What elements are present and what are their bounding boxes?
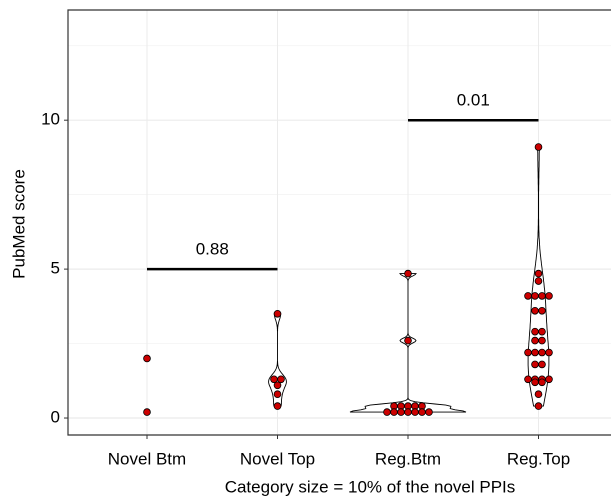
point — [524, 375, 532, 384]
x-tick-label: Novel Btm — [108, 449, 186, 468]
point — [531, 360, 539, 369]
point — [534, 402, 543, 410]
point — [534, 143, 543, 151]
point — [418, 408, 426, 416]
point — [531, 348, 539, 357]
point — [538, 327, 546, 336]
point — [538, 348, 546, 357]
point — [404, 336, 412, 345]
point — [545, 348, 553, 357]
point — [531, 336, 539, 345]
x-tick-label: Reg.Top — [507, 449, 570, 468]
point — [273, 309, 282, 318]
point — [273, 402, 282, 410]
point — [404, 408, 412, 416]
y-tick-label: 0 — [51, 408, 60, 427]
panel — [68, 10, 611, 435]
point — [538, 378, 546, 387]
y-tick-label: 10 — [41, 110, 60, 129]
point — [425, 408, 433, 416]
point — [545, 375, 553, 384]
point — [538, 307, 546, 315]
point — [383, 408, 391, 416]
point — [411, 408, 419, 416]
point — [273, 390, 282, 398]
point — [534, 390, 543, 398]
point — [404, 269, 412, 278]
point — [273, 381, 282, 390]
point — [524, 292, 532, 300]
point — [277, 375, 285, 384]
point — [531, 378, 539, 387]
point — [390, 408, 398, 416]
point — [143, 354, 151, 363]
panel-border — [67, 9, 611, 436]
y-tick-label: 5 — [51, 259, 60, 278]
y-axis-label: PubMed score — [9, 169, 28, 279]
significance-label: 0.01 — [457, 91, 490, 110]
point — [524, 348, 532, 357]
point — [397, 408, 405, 416]
significance-label: 0.88 — [196, 240, 229, 259]
point — [545, 292, 553, 300]
x-axis-label: Category size = 10% of the novel PPIs — [225, 477, 516, 496]
point — [534, 277, 543, 285]
point — [534, 269, 543, 278]
point — [538, 360, 546, 369]
point — [531, 307, 539, 315]
x-tick-label: Novel Top — [240, 449, 315, 468]
point — [143, 408, 151, 416]
x-tick-label: Reg.Btm — [375, 449, 441, 468]
point — [538, 336, 546, 345]
point — [531, 327, 539, 336]
point — [531, 292, 539, 300]
point — [538, 292, 546, 300]
